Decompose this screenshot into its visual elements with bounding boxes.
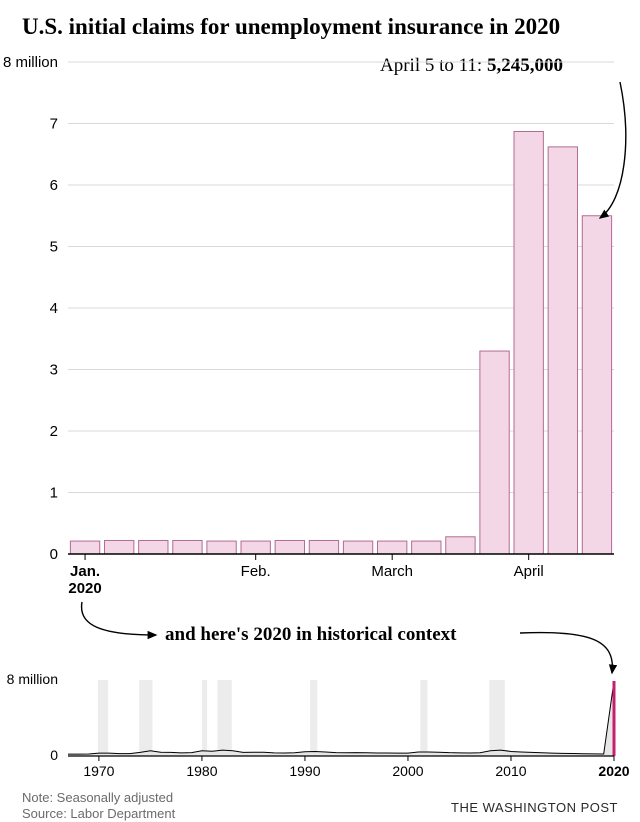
svg-text:8 million: 8 million <box>3 54 58 71</box>
bar <box>514 131 543 554</box>
svg-text:0: 0 <box>50 546 58 563</box>
svg-text:2020: 2020 <box>68 580 101 597</box>
svg-text:0: 0 <box>50 747 58 763</box>
bar <box>207 541 236 554</box>
main-chart: 0 1 2 3 4 5 6 7 8 million Jan.2020 Feb. March April <box>0 0 640 600</box>
bar <box>446 537 475 554</box>
svg-text:3: 3 <box>50 362 58 379</box>
svg-text:4: 4 <box>50 300 58 317</box>
svg-text:2010: 2010 <box>495 763 526 779</box>
bar <box>173 540 202 554</box>
bar <box>241 541 270 554</box>
bar <box>548 147 577 554</box>
svg-text:Jan.: Jan. <box>70 563 100 580</box>
bar <box>378 541 407 554</box>
svg-text:1970: 1970 <box>83 763 114 779</box>
svg-text:7: 7 <box>50 116 58 133</box>
brand-line: THE WASHINGTON POST <box>451 800 618 815</box>
svg-text:2000: 2000 <box>392 763 423 779</box>
footnote: Note: Seasonally adjusted <box>22 790 173 805</box>
bar <box>412 541 441 554</box>
svg-text:1990: 1990 <box>289 763 320 779</box>
chart-page: U.S. initial claims for unemployment ins… <box>0 0 640 822</box>
bar <box>105 540 134 554</box>
svg-text:March: March <box>371 563 413 580</box>
source-line: Source: Labor Department <box>22 806 175 821</box>
svg-text:April: April <box>514 563 544 580</box>
svg-text:5: 5 <box>50 239 58 256</box>
svg-text:Feb.: Feb. <box>241 563 271 580</box>
context-chart: 0 8 million 1970 1980 1990 2000 2010 2020 <box>0 650 640 790</box>
bar <box>70 541 99 554</box>
bar <box>309 540 338 554</box>
svg-text:6: 6 <box>50 177 58 194</box>
svg-text:8 million: 8 million <box>7 671 58 687</box>
bar <box>343 541 372 554</box>
bar <box>480 351 509 554</box>
svg-text:2: 2 <box>50 423 58 440</box>
bar <box>275 540 304 554</box>
svg-text:2020: 2020 <box>598 763 629 779</box>
svg-text:1: 1 <box>50 485 58 502</box>
svg-text:1980: 1980 <box>186 763 217 779</box>
context-subtitle: and here's 2020 in historical context <box>165 624 457 646</box>
bar <box>582 216 611 554</box>
bar <box>139 540 168 554</box>
